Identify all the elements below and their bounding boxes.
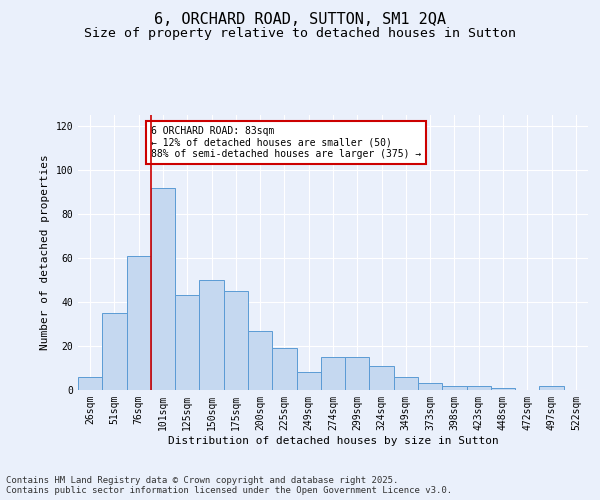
Bar [394,377,418,390]
Text: 6, ORCHARD ROAD, SUTTON, SM1 2QA: 6, ORCHARD ROAD, SUTTON, SM1 2QA [154,12,446,28]
Bar [151,188,175,390]
Bar [224,291,248,390]
Text: 6 ORCHARD ROAD: 83sqm
← 12% of detached houses are smaller (50)
88% of semi-deta: 6 ORCHARD ROAD: 83sqm ← 12% of detached … [151,126,421,159]
Bar [102,313,127,390]
Bar [248,330,272,390]
Bar [370,366,394,390]
Bar [199,280,224,390]
Bar [467,386,491,390]
Text: Size of property relative to detached houses in Sutton: Size of property relative to detached ho… [84,28,516,40]
Y-axis label: Number of detached properties: Number of detached properties [40,154,50,350]
Bar [491,388,515,390]
Text: Contains HM Land Registry data © Crown copyright and database right 2025.
Contai: Contains HM Land Registry data © Crown c… [6,476,452,495]
Bar [78,377,102,390]
Bar [321,357,345,390]
Bar [272,348,296,390]
X-axis label: Distribution of detached houses by size in Sutton: Distribution of detached houses by size … [167,436,499,446]
Bar [175,296,199,390]
Bar [442,386,467,390]
Bar [296,372,321,390]
Bar [127,256,151,390]
Bar [539,386,564,390]
Bar [345,357,370,390]
Bar [418,384,442,390]
